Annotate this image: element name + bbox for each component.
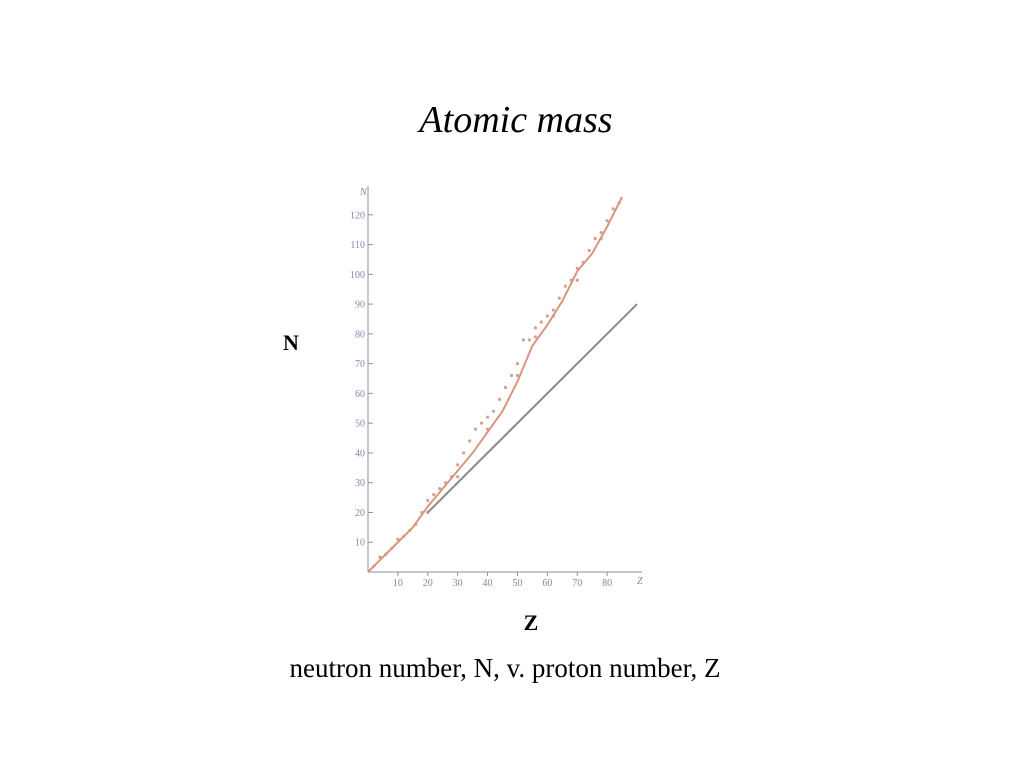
y-tick-label: 30: [355, 478, 365, 489]
point: [533, 326, 537, 330]
x-tick-label: 40: [483, 578, 493, 589]
point: [485, 415, 490, 419]
point: [539, 320, 543, 324]
y-tick-label: 90: [355, 300, 365, 311]
point: [432, 493, 436, 497]
point: [468, 439, 472, 443]
point: [503, 385, 508, 390]
point: [557, 296, 561, 300]
point: [527, 338, 532, 342]
point: [599, 231, 603, 235]
x-tick-label: 20: [423, 578, 433, 589]
point: [462, 451, 466, 455]
y-tick-label: 100: [350, 270, 365, 281]
point: [563, 284, 567, 288]
point: [611, 207, 615, 211]
point: [479, 421, 484, 425]
x-tick-label: 50: [512, 578, 522, 589]
point: [551, 308, 555, 312]
y-tick-label: 20: [355, 508, 365, 519]
y-tick-label: 50: [355, 419, 365, 430]
point: [593, 237, 597, 241]
slide-title: Atomic mass: [416, 99, 612, 141]
x-axis-label: Z: [524, 610, 539, 635]
line: [427, 303, 638, 514]
y-tick-label: 80: [355, 329, 365, 340]
y-axis-label: N: [283, 330, 299, 355]
y-axis-symbol: N: [359, 187, 368, 198]
x-tick-label: 60: [542, 578, 552, 589]
point: [509, 373, 514, 378]
x-tick-label: 70: [572, 578, 582, 589]
point: [605, 219, 609, 223]
y-tick-label: 70: [355, 359, 365, 370]
point: [456, 475, 460, 479]
point: [426, 498, 430, 503]
point: [456, 463, 460, 467]
x-axis-symbol: Z: [637, 576, 643, 587]
caption: neutron number, N, v. proton number, Z: [290, 653, 721, 683]
x-tick-label: 30: [453, 578, 463, 589]
point: [438, 487, 442, 491]
point: [497, 397, 502, 401]
point: [491, 409, 496, 413]
y-tick-label: 120: [350, 210, 365, 221]
point: [474, 427, 478, 431]
y-tick-label: 40: [355, 448, 365, 459]
y-tick-label: 110: [350, 240, 365, 251]
point: [533, 335, 537, 339]
x-tick-label: 10: [393, 578, 403, 589]
y-tick-label: 60: [355, 389, 365, 400]
y-tick-label: 10: [355, 538, 365, 549]
point: [521, 338, 526, 342]
point: [515, 373, 520, 378]
point: [575, 278, 579, 282]
line: [367, 196, 623, 573]
point: [515, 362, 520, 366]
point: [587, 248, 591, 253]
x-tick-label: 80: [602, 578, 612, 589]
point: [545, 314, 549, 318]
